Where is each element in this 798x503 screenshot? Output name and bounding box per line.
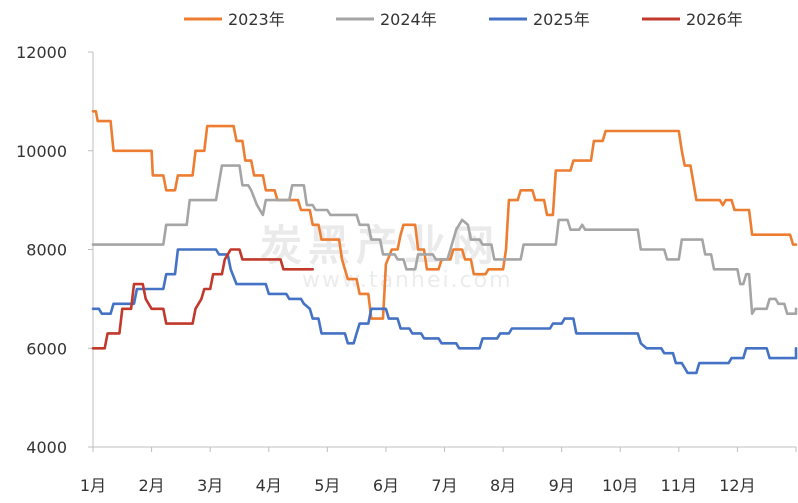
y-tick-label: 4000 [26,438,67,457]
x-tick-label: 10月 [602,476,638,495]
x-tick-label: 9月 [549,476,575,495]
legend: 2023年 2024年 2025年 2026年 [184,10,743,29]
series-line-2 [91,164,798,315]
series-group [91,110,798,375]
watermark-text: 炭黑产业网 [260,221,501,270]
y-tick-label: 8000 [26,241,67,260]
legend-label-4: 2026年 [686,10,743,29]
y-tick-label: 10000 [16,142,67,161]
x-tick-label: 8月 [490,476,516,495]
series-line-4 [91,248,314,350]
x-tick-label: 11月 [661,476,697,495]
x-tick-label: 7月 [431,476,457,495]
x-tick-label: 3月 [197,476,223,495]
x-tick-label: 2月 [138,476,164,495]
x-tick-label: 1月 [80,476,106,495]
series-line-3 [91,248,798,375]
legend-label-2: 2024年 [380,10,437,29]
watermark-url: www.tanhei.com [302,268,513,293]
y-tick-label: 6000 [26,339,67,358]
y-axis: 4000 6000 8000 10000 12000 [16,43,94,457]
x-tick-label: 12月 [719,476,755,495]
x-axis: 1月 2月 3月 4月 5月 6月 7月 8月 9月 10月 11月 12月 [80,446,797,495]
legend-label-3: 2025年 [533,10,590,29]
series-line-1 [91,110,798,320]
y-tick-label: 12000 [16,43,67,62]
x-tick-label: 5月 [314,476,340,495]
x-tick-label: 4月 [256,476,282,495]
legend-label-1: 2023年 [228,10,285,29]
x-tick-label: 6月 [373,476,399,495]
